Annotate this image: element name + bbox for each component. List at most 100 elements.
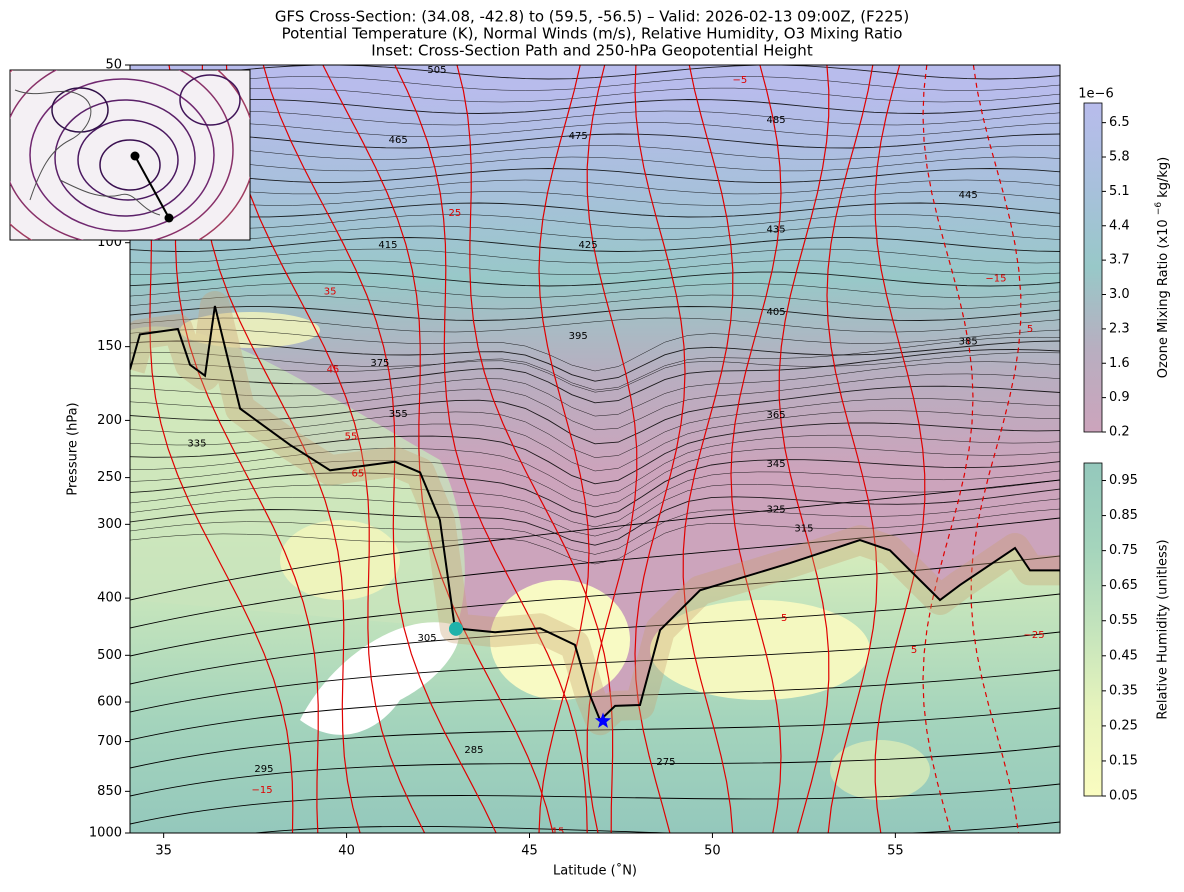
wind-label: 35 (324, 287, 337, 298)
theta-contour (130, 336, 1060, 391)
x-tick-label: 40 (338, 844, 355, 859)
colorbar (1083, 462, 1103, 797)
colorbar (1083, 102, 1103, 433)
x-tick-label: 55 (887, 844, 904, 859)
theta-contour (130, 340, 1060, 382)
theta-label: 425 (579, 240, 598, 251)
colorbar-label-part: kg/kg) (1156, 157, 1171, 202)
wind-contour (322, 65, 554, 833)
y-tick-label: 300 (97, 517, 122, 532)
colorbar-tick-label: 0.85 (1109, 508, 1138, 523)
theta-contour (130, 156, 1060, 172)
theta-contour (130, 459, 1060, 518)
y-axis-label: Pressure (hPa) (66, 402, 81, 495)
theta-contour (130, 434, 1060, 497)
colorbar-label: Relative Humidity (unitless) (1156, 539, 1171, 719)
theta-contour (130, 631, 1060, 713)
y-tick-label: 1000 (89, 826, 122, 841)
wind-contour (874, 65, 926, 833)
colorbar-tick-label: 0.9 (1109, 390, 1130, 405)
dry-core (300, 622, 459, 735)
title-line: Potential Temperature (K), Normal Winds … (282, 25, 903, 43)
theta-contour (130, 479, 1060, 537)
contours (130, 65, 1060, 833)
height-contour (10, 70, 234, 240)
wind-contour (262, 65, 497, 833)
y-tick-label: 400 (97, 591, 122, 606)
wind-label: 25 (449, 208, 462, 219)
theta-label: 415 (378, 240, 397, 251)
theta-contour (130, 422, 1060, 485)
tropopause-line (130, 305, 1060, 722)
y-tick-label: 700 (97, 734, 122, 749)
theta-label: 305 (418, 633, 437, 644)
theta-contour (130, 373, 1060, 431)
theta-label: 435 (767, 225, 786, 236)
wind-label: −15 (252, 785, 273, 796)
theta-label: 325 (767, 504, 786, 515)
theta-contour (130, 317, 1060, 333)
colorbar-tick-label: 0.95 (1109, 473, 1138, 488)
colorbar-tick-label: 0.65 (1109, 578, 1138, 593)
height-contour (179, 74, 241, 126)
y-tick-label: 850 (97, 784, 122, 799)
wind-label: 5 (781, 613, 787, 624)
wind-label: −5 (733, 75, 748, 86)
theta-contour (130, 385, 1060, 445)
location-star (595, 712, 612, 728)
theta-contour (130, 76, 1060, 91)
theta-label: 485 (767, 115, 786, 126)
theta-label: 315 (794, 524, 813, 535)
wind-contour (970, 65, 1022, 833)
theta-contour (130, 306, 1060, 321)
coastline (59, 179, 161, 216)
colorbar-tick-label: 0.25 (1109, 718, 1138, 733)
theta-label: 355 (389, 409, 408, 420)
theta-contour (249, 821, 1060, 833)
x-tick-label: 35 (155, 844, 172, 859)
theta-contour (130, 283, 1060, 298)
dry-area (650, 600, 870, 700)
theta-contour (130, 145, 1060, 160)
wind-contour (538, 65, 590, 833)
colorbar-label-part: Ozone Mixing Ratio (x10 (1156, 215, 1171, 378)
section-path (134, 155, 170, 219)
title-line: Inset: Cross-Section Path and 250-hPa Ge… (371, 42, 813, 60)
location-dot (448, 621, 463, 636)
wind-contour (730, 65, 782, 833)
humidity-blobs (180, 312, 930, 800)
colorbars: 0.2 0.9 1.6 2.3 3.0 3.7 4.4 5.1 5.8 6.5 Ozone Mixi… (1078, 87, 1170, 804)
theta-label: 405 (767, 307, 786, 318)
theta-contour (130, 498, 1060, 555)
tropopause-layer (130, 291, 1060, 736)
theta-contour (130, 260, 1060, 275)
wind-label: 55 (345, 432, 358, 443)
theta-contour (130, 707, 1060, 769)
theta-contour (130, 479, 1060, 601)
y-tick-label: 250 (97, 470, 122, 485)
theta-label: 295 (254, 764, 273, 775)
theta-contour (130, 214, 1060, 229)
theta-label: 475 (569, 131, 588, 142)
section-end (130, 151, 140, 161)
theta-contour (130, 65, 1060, 80)
theta-label: 335 (187, 439, 206, 450)
colorbar-tick-label: 0.2 (1109, 425, 1130, 440)
height-contour (51, 87, 109, 133)
theta-label: 375 (370, 358, 389, 369)
colorbar-tick-label: 3.0 (1109, 287, 1130, 302)
colorbar-tick-label: 4.4 (1109, 218, 1130, 233)
colorbar-tick-label: 3.7 (1109, 253, 1130, 268)
colorbar-offset: 1e−6 (1078, 87, 1113, 102)
colorbar-tick-label: 1.6 (1109, 356, 1130, 371)
title-line: GFS Cross-Section: (34.08, -42.8) to (59… (275, 8, 909, 26)
wind-contour (586, 65, 638, 833)
wind-contour (778, 65, 830, 833)
colorbar-label: Ozone Mixing Ratio (x10 −6 kg/kg) (1154, 157, 1171, 379)
wind-contour (456, 65, 614, 833)
wind-contour (394, 65, 588, 833)
dry-area (280, 520, 400, 600)
theta-contour (130, 508, 1060, 565)
